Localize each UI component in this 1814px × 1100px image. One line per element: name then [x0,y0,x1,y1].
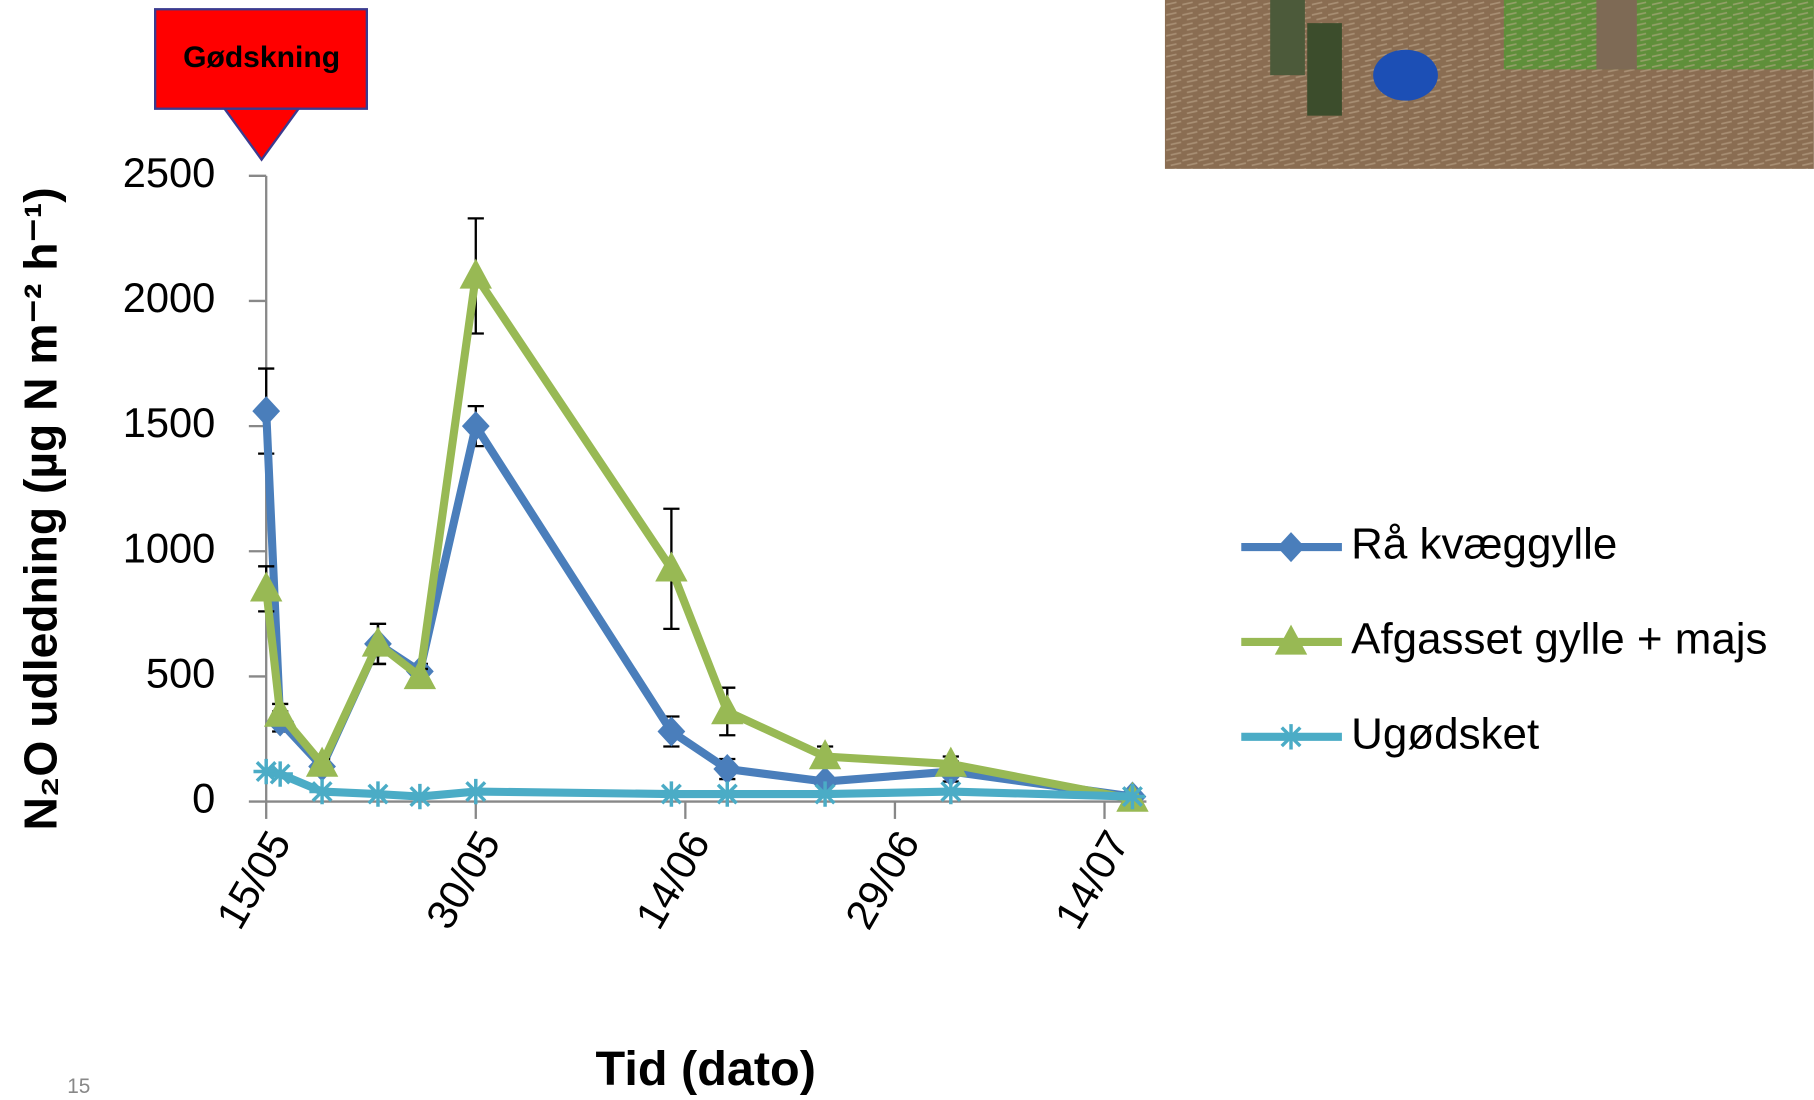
marker [250,571,283,602]
marker [1119,783,1146,810]
legend-label: Afgasset gylle + majs [1351,615,1767,664]
marker [714,781,740,807]
marker [812,781,838,807]
legend-label: Rå kvæggylle [1351,520,1617,569]
y-tick-label: 500 [146,649,215,696]
legend-label: Ugødsket [1351,709,1539,758]
series [250,217,1149,812]
marker [1278,724,1304,750]
legend-marker [1278,724,1304,750]
marker [463,778,489,805]
marker [461,411,490,442]
marker [808,739,842,770]
y-tick-label: 1500 [123,399,216,446]
marker [252,396,281,427]
x-tick-label: 14/07 [1045,823,1138,937]
marker [655,551,688,582]
marker [365,781,391,807]
marker [309,778,335,805]
series-line [262,410,1134,801]
marker [407,783,433,810]
y-tick-label: 0 [192,775,215,822]
x-axis-title: Tid (dato) [596,1042,816,1096]
marker [253,758,279,785]
marker [263,696,297,727]
series [253,758,1146,810]
marker [711,694,744,725]
y-tick-label: 1000 [123,524,216,571]
y-tick-label: 2500 [123,149,216,196]
annotation: Gødskning [183,41,340,74]
marker [1274,624,1308,655]
legend-marker [1274,624,1308,655]
series-line [262,271,1134,804]
legend-marker [1277,532,1305,563]
marker [361,626,395,657]
x-tick-label: 29/06 [836,823,929,937]
y-tick-label: 2000 [123,274,216,321]
marker [1277,532,1305,563]
marker [459,258,492,289]
marker [938,778,964,805]
y-axis-title: N₂O udledning (µg N m⁻² h⁻¹) [14,187,66,830]
marker [934,746,968,777]
x-tick-label: 14/06 [626,823,719,937]
marker [305,746,339,777]
series [252,367,1147,812]
marker [267,761,293,787]
x-tick-label: 15/05 [207,823,300,937]
photo [1164,0,1814,169]
marker [403,659,437,690]
x-tick-label: 30/05 [417,823,510,937]
marker [658,781,685,807]
page-number: 15 [67,1075,90,1098]
annotation-arrow: Gødskning [154,8,368,162]
